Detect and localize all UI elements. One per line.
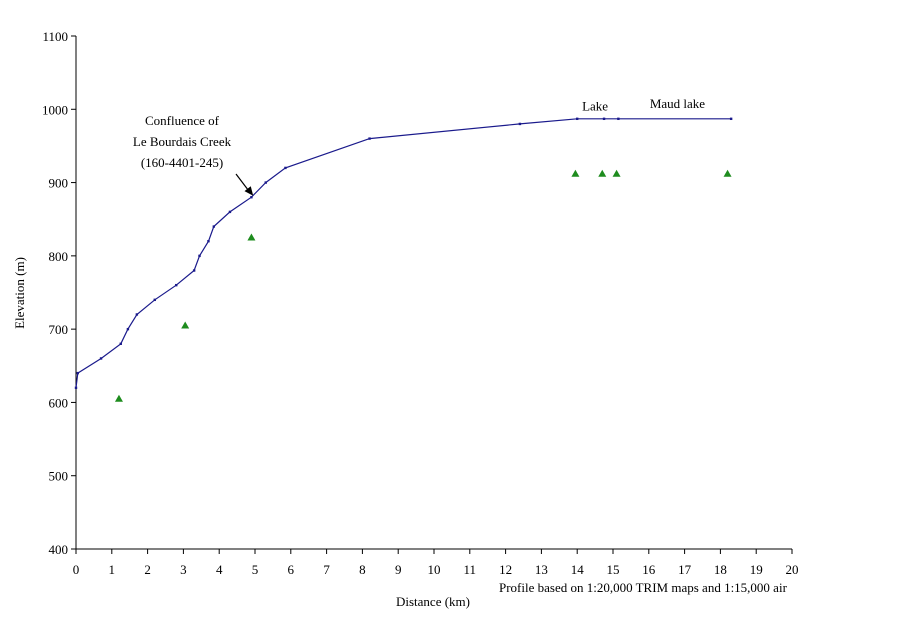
y-axis-title: Elevation (m) [12, 257, 27, 329]
triangle-marker [723, 169, 732, 177]
profile-point [264, 181, 267, 184]
x-tick-label: 11 [464, 562, 477, 577]
y-tick-label: 900 [49, 176, 69, 191]
x-tick-label: 12 [499, 562, 512, 577]
profile-point [212, 225, 216, 228]
profile-point [99, 357, 103, 360]
maud-lake-label: Maud lake [650, 96, 705, 111]
y-tick-label: 600 [49, 395, 69, 410]
triangle-marker [114, 394, 123, 402]
profile-point [126, 327, 130, 331]
source-note: Profile based on 1:20,000 TRIM maps and … [499, 580, 788, 595]
y-tick-label: 500 [49, 469, 69, 484]
confluence-label-line: Confluence of [145, 113, 220, 128]
profile-point [74, 386, 78, 389]
x-tick-label: 18 [714, 562, 727, 577]
y-tick-label: 400 [49, 542, 69, 557]
profile-line [75, 118, 732, 388]
profile-point [175, 283, 178, 287]
x-tick-label: 13 [535, 562, 548, 577]
confluence-arrow-head [244, 186, 254, 196]
x-tick-label: 15 [607, 562, 620, 577]
profile-point [617, 117, 620, 121]
triangle-marker [598, 169, 607, 177]
x-axis-title: Distance (km) [396, 594, 470, 609]
profile-point [119, 342, 122, 345]
triangle-marker [247, 233, 256, 241]
x-tick-label: 10 [428, 562, 441, 577]
confluence-label-line: Le Bourdais Creek [133, 134, 232, 149]
y-tick-label: 800 [49, 249, 69, 264]
profile-point [198, 254, 201, 258]
x-tick-label: 3 [180, 562, 187, 577]
x-tick-label: 14 [571, 562, 585, 577]
profile-point [228, 210, 232, 214]
profile-point [368, 137, 371, 140]
profile-point [284, 166, 287, 170]
triangle-marker [571, 169, 580, 177]
x-tick-label: 6 [288, 562, 295, 577]
profile-point [135, 313, 139, 316]
x-tick-label: 17 [678, 562, 692, 577]
x-tick-label: 5 [252, 562, 259, 577]
lake-label: Lake [582, 98, 608, 113]
x-tick-label: 8 [359, 562, 366, 577]
x-tick-label: 2 [144, 562, 151, 577]
triangle-marker [181, 321, 190, 329]
profile-point [76, 371, 79, 375]
profile-point [207, 240, 210, 243]
profile-point [192, 269, 196, 272]
x-tick-label: 9 [395, 562, 402, 577]
x-tick-label: 4 [216, 562, 223, 577]
y-tick-label: 700 [49, 322, 69, 337]
profile-point [602, 117, 606, 121]
confluence-label-line: (160-4401-245) [141, 155, 223, 170]
x-tick-label: 7 [323, 562, 330, 577]
x-tick-label: 1 [109, 562, 116, 577]
plot-marks [74, 117, 733, 402]
profile-point [576, 117, 579, 121]
x-tick-label: 20 [786, 562, 799, 577]
profile-point [153, 298, 156, 302]
x-tick-label: 16 [642, 562, 656, 577]
triangle-marker [612, 169, 621, 177]
y-tick-label: 1000 [42, 102, 68, 117]
x-tick-label: 0 [73, 562, 80, 577]
annotations: Confluence of Le Bourdais Creek (160-4401-… [133, 96, 788, 595]
profile-point [250, 196, 253, 199]
profile-point [518, 122, 522, 126]
y-tick-label: 1100 [42, 29, 68, 44]
x-tick-label: 19 [750, 562, 763, 577]
profile-point [729, 117, 733, 121]
